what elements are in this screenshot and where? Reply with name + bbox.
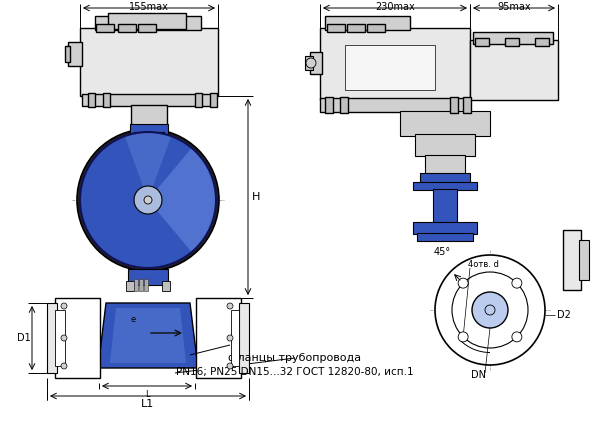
Bar (563, 230, 581, 290)
Text: D1: D1 (17, 333, 31, 343)
Text: H: H (252, 192, 260, 202)
Text: 155max: 155max (129, 2, 169, 12)
Bar (231, 310, 239, 366)
Bar (305, 56, 313, 70)
Bar (103, 93, 110, 107)
Bar (134, 279, 138, 291)
Bar (138, 24, 156, 32)
Bar (327, 24, 345, 32)
Bar (433, 189, 457, 224)
Bar (131, 105, 167, 127)
Text: PN16; PN25 DN15...32 ГОСТ 12820-80, исп.1: PN16; PN25 DN15...32 ГОСТ 12820-80, исп.… (176, 367, 414, 377)
Text: 95max: 95max (497, 2, 531, 12)
Polygon shape (110, 308, 186, 363)
Bar (128, 269, 168, 285)
Bar (417, 233, 473, 241)
Circle shape (472, 292, 508, 328)
Bar (108, 13, 186, 29)
Text: D2: D2 (557, 310, 571, 320)
Text: 230max: 230max (375, 2, 415, 12)
Bar (162, 281, 170, 291)
Bar (579, 240, 589, 280)
Text: DN: DN (471, 370, 486, 380)
Wedge shape (148, 148, 216, 252)
Bar (96, 24, 114, 32)
Bar (320, 98, 470, 112)
Bar (68, 42, 82, 66)
Bar (310, 52, 322, 74)
Bar (450, 97, 458, 113)
Bar (195, 93, 202, 107)
Bar (420, 173, 470, 183)
Text: 45°: 45° (434, 247, 451, 257)
Circle shape (458, 278, 468, 288)
Bar (470, 40, 558, 100)
Bar (320, 28, 470, 100)
Bar (425, 155, 465, 175)
Bar (134, 132, 164, 140)
Bar (340, 97, 348, 113)
Polygon shape (98, 303, 198, 368)
Bar (144, 279, 148, 291)
Circle shape (306, 58, 316, 68)
Bar (415, 134, 475, 156)
Wedge shape (125, 132, 171, 200)
Bar (325, 97, 333, 113)
Bar (210, 93, 217, 107)
Bar (47, 303, 57, 373)
Circle shape (61, 335, 67, 341)
Circle shape (227, 335, 233, 341)
Bar (345, 45, 435, 90)
Bar (118, 24, 136, 32)
Bar (139, 279, 143, 291)
Circle shape (512, 278, 522, 288)
Circle shape (134, 186, 162, 214)
Text: L1: L1 (142, 399, 154, 409)
Circle shape (458, 332, 468, 342)
Circle shape (61, 363, 67, 369)
Circle shape (80, 132, 216, 268)
Bar (55, 310, 65, 366)
Text: фланцы трубопровода: фланцы трубопровода (229, 353, 362, 363)
Circle shape (435, 255, 545, 365)
Bar (55, 298, 100, 378)
Text: e: e (130, 314, 136, 324)
Circle shape (61, 303, 67, 309)
Bar (413, 182, 477, 190)
Circle shape (512, 332, 522, 342)
Text: L: L (145, 389, 150, 399)
Circle shape (227, 303, 233, 309)
Bar (347, 24, 365, 32)
Circle shape (144, 196, 152, 204)
Bar (535, 38, 549, 46)
Circle shape (227, 363, 233, 369)
Bar (400, 111, 490, 136)
Bar (367, 24, 385, 32)
Bar (82, 94, 216, 106)
Bar (130, 124, 168, 134)
Bar (88, 93, 95, 107)
Bar (475, 38, 489, 46)
Bar (95, 16, 201, 30)
Bar (463, 97, 471, 113)
Bar (80, 28, 218, 96)
Bar (126, 281, 134, 291)
Circle shape (77, 129, 219, 271)
Bar (196, 298, 241, 378)
Bar (325, 16, 410, 30)
Bar (473, 32, 553, 44)
Bar (505, 38, 519, 46)
Text: 4отв. d: 4отв. d (468, 259, 499, 269)
Bar (239, 303, 249, 373)
Bar (413, 222, 477, 234)
Bar (65, 46, 70, 62)
